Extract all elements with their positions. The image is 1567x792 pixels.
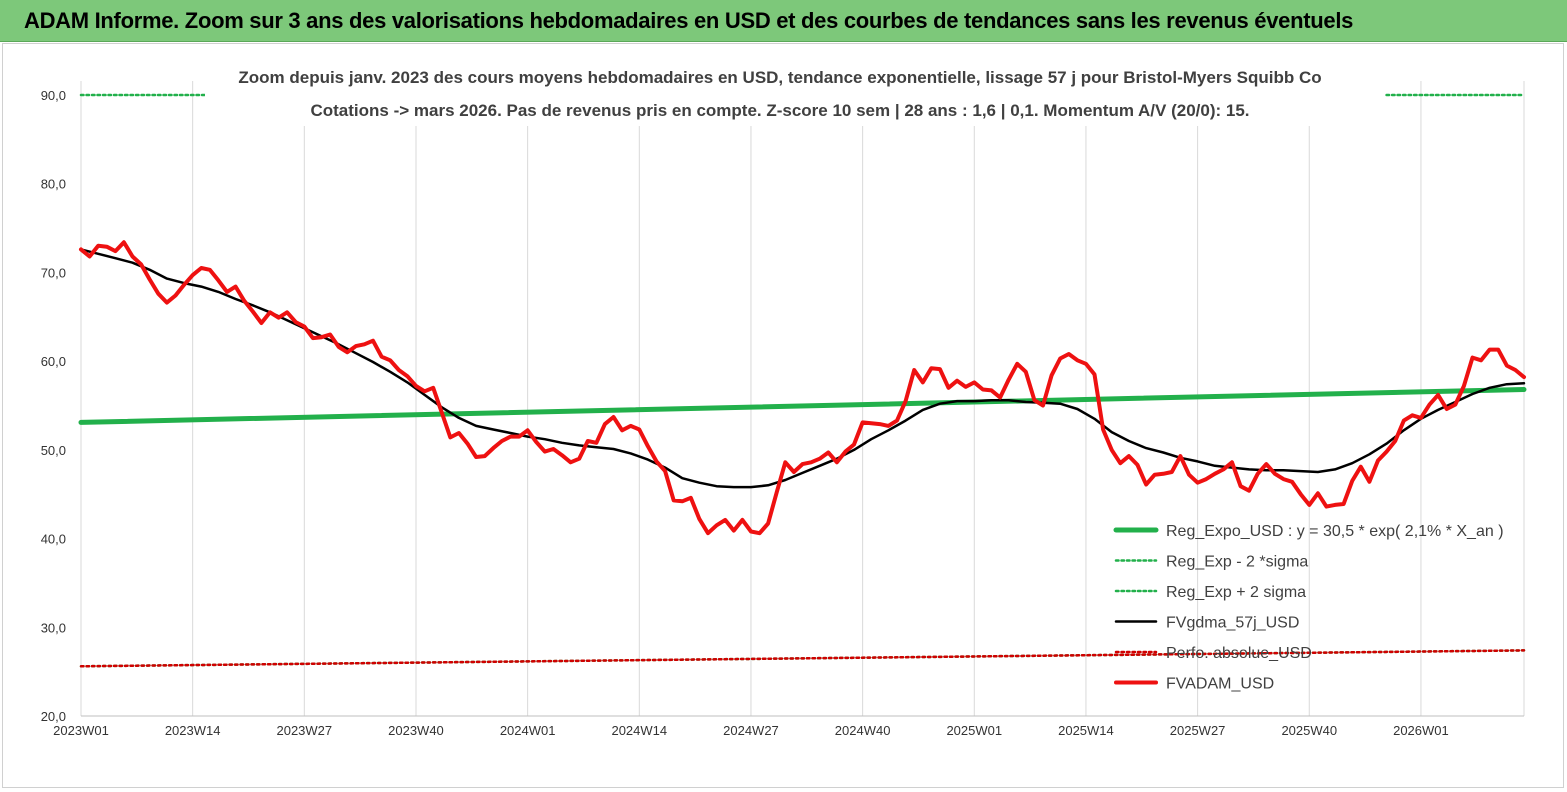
x-tick-label-4: 2024W01 <box>500 723 556 738</box>
x-tick-label-11: 2025W40 <box>1281 723 1337 738</box>
chart-subtitle-line-2: Cotations -> mars 2026. Pas de revenus p… <box>310 101 1249 120</box>
y-tick-label-3: 50,0 <box>41 443 66 458</box>
series-line-4 <box>79 649 1526 668</box>
report-title: ADAM Informe. Zoom sur 3 ans des valoris… <box>24 8 1354 33</box>
legend: Reg_Expo_USD : y = 30,5 * exp( 2,1% * X_… <box>1113 523 1504 693</box>
y-tick-label-6: 80,0 <box>41 177 66 192</box>
vertical-gridlines <box>80 81 1525 716</box>
report-banner: ADAM Informe. Zoom sur 3 ans des valoris… <box>0 0 1567 42</box>
chart-subtitle-line-1: Zoom depuis janv. 2023 des cours moyens … <box>238 68 1321 87</box>
x-tick-label-9: 2025W14 <box>1058 723 1114 738</box>
legend-label-5: FVADAM_USD <box>1166 676 1274 693</box>
legend-label-0: Reg_Expo_USD : y = 30,5 * exp( 2,1% * X_… <box>1166 523 1504 540</box>
x-tick-label-6: 2024W27 <box>723 723 779 738</box>
x-tick-label-3: 2023W40 <box>388 723 444 738</box>
series-line-0 <box>78 387 1527 425</box>
series-line-3 <box>79 248 1526 489</box>
subtitle-background <box>205 80 1340 126</box>
legend-label-4: Perfo. absolue_USD <box>1166 645 1312 662</box>
x-tick-label-2: 2023W27 <box>276 723 332 738</box>
x-tick-label-8: 2025W01 <box>946 723 1002 738</box>
x-tick-label-0: 2023W01 <box>53 723 109 738</box>
y-tick-label-4: 60,0 <box>41 354 66 369</box>
x-axis-tick-labels: 2023W01 2023W14 2023W27 2023W40 2024W01 2024W… <box>53 723 1449 738</box>
series-lines <box>78 93 1527 668</box>
y-tick-label-0: 20,0 <box>41 709 66 724</box>
series-line-5 <box>79 240 1526 536</box>
y-tick-label-7: 90,0 <box>41 88 66 103</box>
y-axis-tick-labels: 20,0 30,0 40,0 50,0 60,0 70,0 80,0 90,0 <box>41 88 66 724</box>
legend-label-3: FVgdma_57j_USD <box>1166 615 1299 632</box>
legend-label-2: Reg_Exp + 2 sigma <box>1166 584 1306 601</box>
x-tick-label-10: 2025W27 <box>1170 723 1226 738</box>
x-tick-label-12: 2026W01 <box>1393 723 1449 738</box>
x-tick-label-5: 2024W14 <box>611 723 667 738</box>
y-tick-label-1: 30,0 <box>41 620 66 635</box>
x-tick-label-7: 2024W40 <box>835 723 891 738</box>
legend-label-1: Reg_Exp - 2 *sigma <box>1166 554 1308 571</box>
x-tick-label-1: 2023W14 <box>165 723 221 738</box>
y-tick-label-2: 40,0 <box>41 532 66 547</box>
y-tick-label-5: 70,0 <box>41 265 66 280</box>
